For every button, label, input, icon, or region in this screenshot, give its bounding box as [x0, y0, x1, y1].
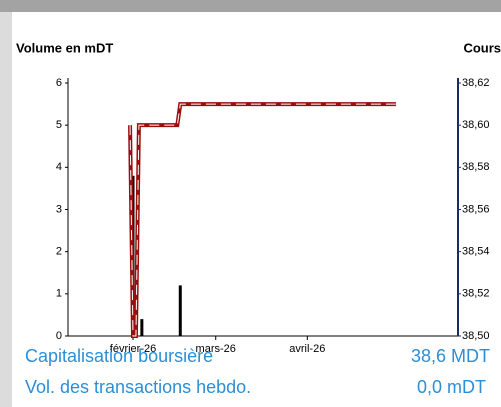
y-tick-label: 3	[56, 203, 62, 215]
y2-tick-label: 38,52	[462, 288, 490, 300]
volume-bar	[178, 285, 182, 336]
y2-tick-label: 38,60	[462, 119, 490, 131]
y-tick-label: 1	[56, 288, 62, 300]
y2-tick-label: 38,54	[462, 246, 490, 258]
side-strip	[0, 12, 12, 407]
price-line-dash	[129, 103, 396, 337]
price-line	[128, 102, 396, 338]
y2-tick-label: 38,50	[462, 330, 490, 342]
stat-value: 0,0 mDT	[417, 377, 486, 397]
y2-tick-label: 38,58	[462, 161, 490, 173]
stat-label: Capitalisation boursière	[25, 346, 213, 366]
y-tick-label: 5	[56, 119, 62, 131]
y-tick-label: 6	[56, 77, 62, 89]
y2-axis-title: Cours	[463, 40, 501, 55]
y-tick-label: 4	[56, 161, 62, 173]
stat-value: 38,6 MDT	[411, 346, 490, 366]
top-bar	[0, 0, 501, 12]
y2-tick-label: 38,62	[462, 77, 490, 89]
y-tick-label: 0	[56, 330, 62, 342]
y2-tick-label: 38,56	[462, 203, 490, 215]
volume-bar	[140, 319, 144, 336]
y-axis-title: Volume en mDT	[16, 40, 113, 55]
y-tick-label: 2	[56, 246, 62, 258]
x-tick-label: février-26	[110, 343, 156, 355]
x-tick-label: mars-26	[196, 343, 236, 355]
stat-label: Vol. des transactions hebdo.	[25, 377, 251, 397]
x-tick-label: avril-26	[289, 343, 325, 355]
